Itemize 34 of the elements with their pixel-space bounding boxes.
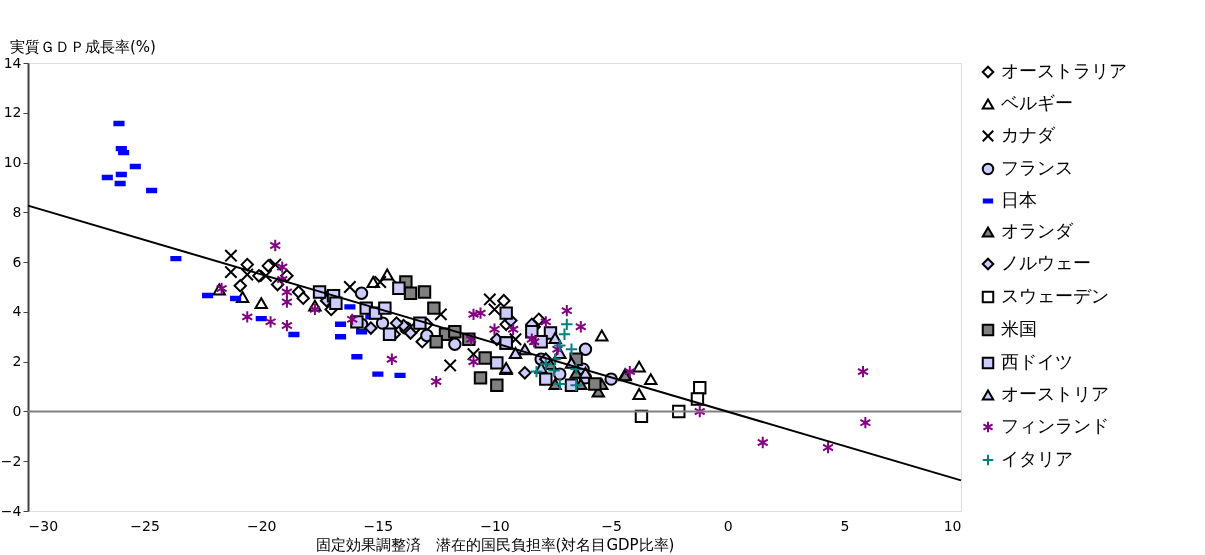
y-tick-label: −2	[0, 452, 22, 469]
legend-label: フィンランド	[1001, 415, 1109, 436]
x-tick-label: 5	[840, 517, 850, 534]
legend-label: フランス	[1001, 157, 1073, 178]
y-tick-label: 12	[3, 104, 22, 121]
y-tick-label: 14	[3, 54, 22, 71]
legend-label: スウェーデン	[1001, 285, 1109, 306]
y-tick-label: −4	[0, 502, 22, 519]
legend-label: 日本	[1001, 189, 1037, 210]
legend-label: ベルギー	[1001, 92, 1073, 113]
y-tick-label: 2	[12, 353, 22, 370]
y-tick-label: 10	[3, 154, 22, 171]
y-tick-label: 4	[12, 303, 22, 320]
y-tick-label: 0	[12, 402, 22, 419]
legend-label: オーストラリア	[1001, 60, 1127, 81]
legend-label: イタリア	[1001, 448, 1073, 469]
x-tick-label: 10	[943, 517, 962, 534]
x-tick-label: −15	[363, 517, 394, 534]
legend-label: ノルウェー	[1001, 252, 1091, 273]
x-tick-label: −5	[601, 517, 622, 534]
x-tick-label: −30	[28, 517, 59, 534]
legend-label: オランダ	[1001, 220, 1074, 241]
y-axis-title: 実質ＧＤＰ成長率(%)	[10, 38, 156, 56]
y-tick-label: 8	[12, 203, 22, 220]
legend-label: 米国	[1001, 318, 1037, 339]
legend-label: 西ドイツ	[1001, 351, 1073, 372]
x-tick-label: −10	[480, 517, 510, 534]
x-axis-title: 固定効果調整済 潜在的国民負担率(対名目GDP比率)	[315, 535, 675, 554]
x-tick-label: −20	[246, 517, 277, 534]
legend-label: カナダ	[1001, 124, 1056, 145]
legend-label: オーストリア	[1001, 383, 1109, 404]
x-tick-label: −25	[130, 517, 160, 534]
x-tick-label: 0	[723, 517, 733, 534]
y-tick-label: 6	[12, 253, 22, 270]
